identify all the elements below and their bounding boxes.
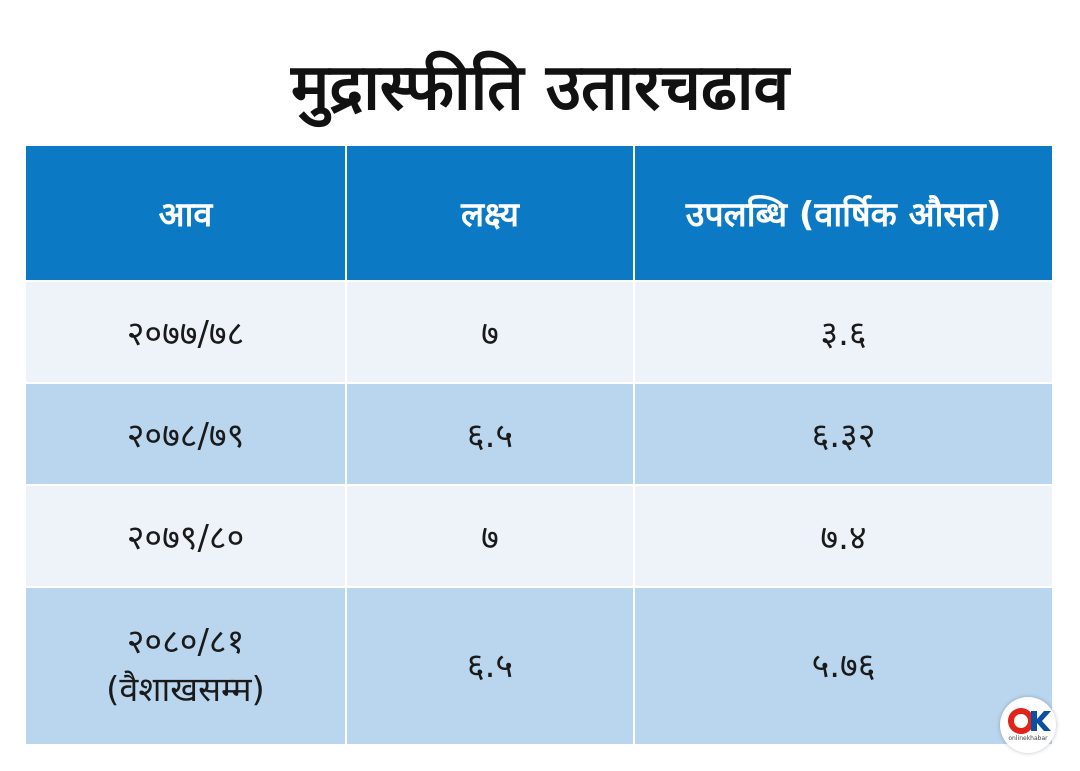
cell-target: ६.५ <box>346 382 635 485</box>
cell-year: २०७९/८० <box>26 484 347 587</box>
inflation-table: आव लक्ष्य उपलब्धि (वार्षिक औसत) २०७७/७८ … <box>26 146 1052 744</box>
page-title: मुद्रास्फीति उतारचढाव <box>290 51 790 125</box>
cell-target: ६.५ <box>346 586 635 744</box>
cell-year: २०७७/७८ <box>26 280 347 383</box>
cell-achievement: ३.६ <box>634 280 1052 383</box>
ok-logo-icon: onlinekhabar <box>1000 697 1056 753</box>
cell-target: ७ <box>346 280 635 383</box>
cell-year: २०८०/८१ (वैशाखसम्म) <box>26 586 347 744</box>
cell-year: २०७८/७९ <box>26 382 347 485</box>
cell-achievement: ५.७६ <box>634 586 1052 744</box>
table-row: २०८०/८१ (वैशाखसम्म) ६.५ ५.७६ <box>26 586 1052 744</box>
table-row: २०७८/७९ ६.५ ६.३२ <box>26 382 1052 485</box>
column-header-achievement: उपलब्धि (वार्षिक औसत) <box>634 146 1052 281</box>
logo-text: onlinekhabar <box>1008 735 1048 742</box>
cell-achievement: ७.४ <box>634 484 1052 587</box>
table-row: २०७७/७८ ७ ३.६ <box>26 280 1052 383</box>
column-header-year: आव <box>26 146 347 281</box>
table-row: २०७९/८० ७ ७.४ <box>26 484 1052 587</box>
cell-achievement: ६.३२ <box>634 382 1052 485</box>
column-header-target: लक्ष्य <box>346 146 635 281</box>
cell-year-note: (वैशाखसम्म) <box>106 670 265 710</box>
table-header-row: आव लक्ष्य उपलब्धि (वार्षिक औसत) <box>26 146 1052 281</box>
cell-year-value: २०८०/८१ <box>126 622 245 662</box>
cell-target: ७ <box>346 484 635 587</box>
